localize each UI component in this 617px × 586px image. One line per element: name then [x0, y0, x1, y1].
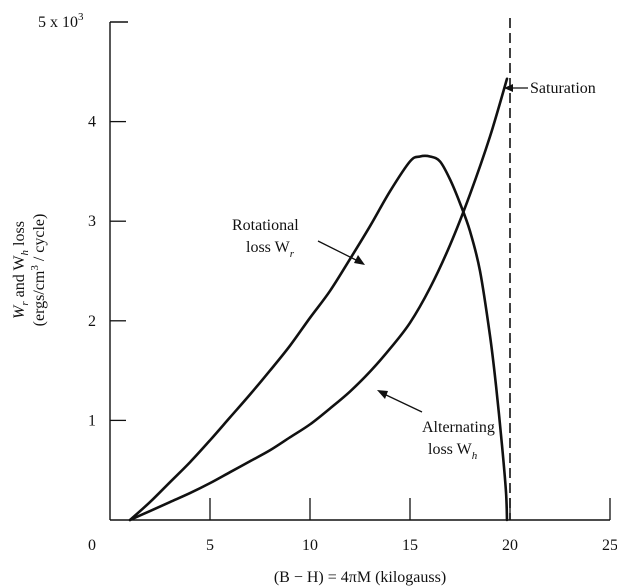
series-layer	[128, 77, 509, 522]
y-tick-label: 2	[88, 313, 96, 330]
rotational-arrow-head	[354, 255, 365, 265]
alternating-arrow-head	[377, 390, 388, 399]
x-tick-label: 5	[206, 537, 214, 554]
x-tick-label: 25	[602, 537, 617, 554]
saturation-label: Saturation	[530, 80, 596, 97]
rotational-loss-curve	[128, 154, 509, 522]
y-axis-label: Wr and Wh loss (ergs/cm3 / cycle)	[11, 214, 48, 327]
alternating-label-line1: Alternating	[422, 419, 495, 436]
x-tick-label: 20	[502, 537, 518, 554]
y-axis-label-line2: (ergs/cm3 / cycle)	[29, 214, 48, 327]
x-tick-label: 0	[88, 537, 96, 554]
alternating-loss-curve	[128, 77, 509, 522]
alternating-annotation: Alternating loss Wh	[377, 390, 495, 462]
saturation-annotation: Saturation	[504, 80, 596, 97]
rotational-arrow-shaft	[317, 240, 359, 262]
y-tick-label: 4	[88, 114, 96, 131]
y-scale-label: 5 x 103	[38, 11, 84, 31]
x-ticks: 0 5 10 15 20 25	[88, 498, 617, 554]
y-tick-label: 3	[88, 213, 96, 230]
rotational-annotation: Rotational loss Wr	[232, 217, 365, 265]
y-tick-label: 1	[88, 412, 96, 429]
axes	[109, 21, 610, 521]
y-axis-label-line1: Wr and Wh loss	[11, 221, 31, 319]
alternating-arrow-shaft	[383, 393, 423, 413]
rotational-label-line2: loss Wr	[246, 239, 295, 260]
x-tick-label: 15	[402, 537, 418, 554]
x-axis-label: (B − H) = 4πM (kilogauss)	[274, 569, 446, 586]
y-ticks: 1 2 3 4	[88, 114, 126, 429]
alternating-label-line2: loss Wh	[428, 441, 478, 462]
saturation-arrow-head	[504, 84, 513, 92]
rotational-label-line1: Rotational	[232, 217, 299, 234]
x-tick-label: 10	[302, 537, 318, 554]
